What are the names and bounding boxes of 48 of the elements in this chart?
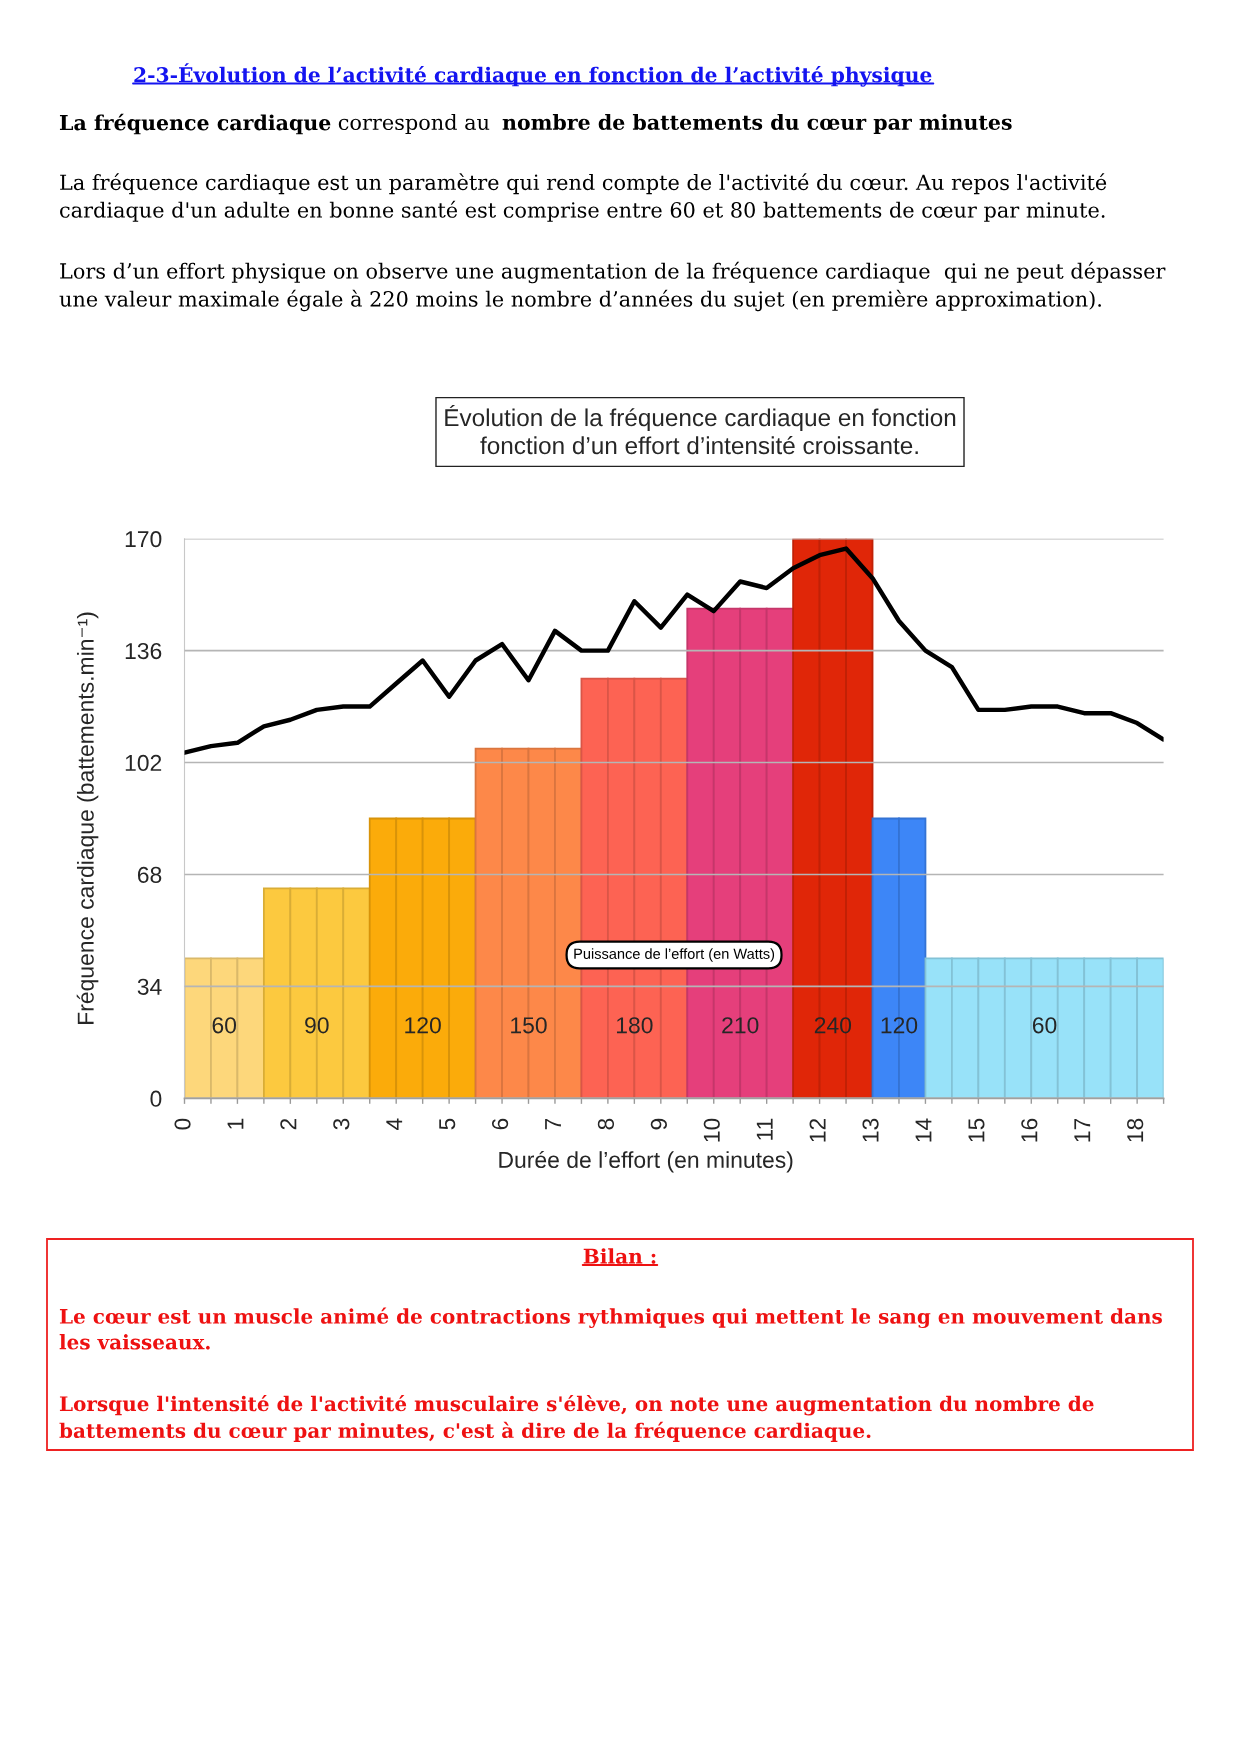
y-tick-label: 0 [150, 1090, 162, 1107]
y-tick-label: 170 [125, 531, 162, 548]
chart-title: Évolution de la fréquence cardiaque en fonction fonction d’un effort d’intensité croissante. [445, 404, 956, 455]
text: correspond au [338, 113, 490, 135]
data-label: 210 [722, 1017, 759, 1034]
x-tick-label: 2 [280, 1118, 297, 1130]
x-tick-label: 15 [968, 1118, 985, 1142]
x-tick-label: 1 [227, 1118, 244, 1129]
x-axis-title: Durée de l’effort (en minutes) [499, 1150, 793, 1173]
text: nombre de battements du cœur par minutes [502, 114, 1012, 134]
text: La fréquence cardiaque est un paramètre qui rend compte de l'activité du cœur. Au repos l'activité cardiaque d'un adulte en bonne santé est comprise entre 60 et 80 battements de cœur par minute. [60, 173, 1107, 222]
data-label: 60 [212, 1017, 237, 1034]
x-tick-label: 7 [545, 1118, 561, 1130]
x-tick-label: 4 [386, 1118, 403, 1130]
y-tick-label: 34 [137, 978, 162, 995]
x-tick-label: 17 [1074, 1118, 1091, 1142]
data-label: 120 [881, 1017, 918, 1034]
y-axis-title: Fréquence cardiaque (battements.min⁻¹) [76, 612, 99, 1024]
x-tick-label: 14 [915, 1118, 932, 1142]
y-tick-label: 68 [137, 866, 162, 883]
x-tick-label: 5 [439, 1118, 456, 1130]
text: 2-3-Évolution de l’activité cardiaque en fonction de l’activité physique [134, 63, 932, 87]
x-tick-label: 12 [809, 1118, 826, 1142]
data-label: 240 [814, 1017, 852, 1034]
text: Lors d’un effort physique on observe une augmentation de la fréquence cardiaque qui ne peut dépasser une valeur maximale égale à 220 moins le nombre d’années du sujet (en première approximation). [59, 261, 1166, 312]
x-tick-label: 18 [1127, 1118, 1144, 1142]
x-tick-label: 8 [597, 1118, 615, 1130]
x-tick-label: 3 [333, 1118, 350, 1130]
x-tick-label: 10 [703, 1118, 720, 1142]
x-tick-label: 6 [491, 1118, 509, 1130]
x-tick-label: 11 [756, 1118, 773, 1140]
text: La fréquence cardiaque [59, 113, 331, 135]
annotation: Puissance de l’effort (en Watts) [574, 948, 775, 962]
data-label: 90 [305, 1017, 329, 1034]
data-label: 180 [616, 1017, 653, 1034]
data-label: 120 [405, 1017, 441, 1034]
data-label: 150 [511, 1017, 547, 1034]
y-tick-label: 136 [125, 642, 162, 660]
x-tick-label: 0 [174, 1118, 191, 1130]
text: Bilan : [583, 1248, 656, 1264]
text: Lorsque l'intensité de l'activité musculaire s'élève, on note une augmentation du nombre de battements du cœur par minutes, c'est à dire de la fréquence cardiaque. [59, 1395, 1094, 1442]
x-tick-label: 9 [650, 1118, 667, 1130]
text: Le cœur est un muscle animé de contractions rythmiques qui mettent le sang en mouvement dans les vaisseaux. [59, 1307, 1162, 1350]
line-series [184, 546, 1164, 755]
x-tick-label: 16 [1021, 1118, 1038, 1142]
y-tick-label: 102 [125, 754, 162, 772]
data-label: 60 [1032, 1017, 1057, 1034]
x-tick-label: 13 [862, 1118, 879, 1142]
